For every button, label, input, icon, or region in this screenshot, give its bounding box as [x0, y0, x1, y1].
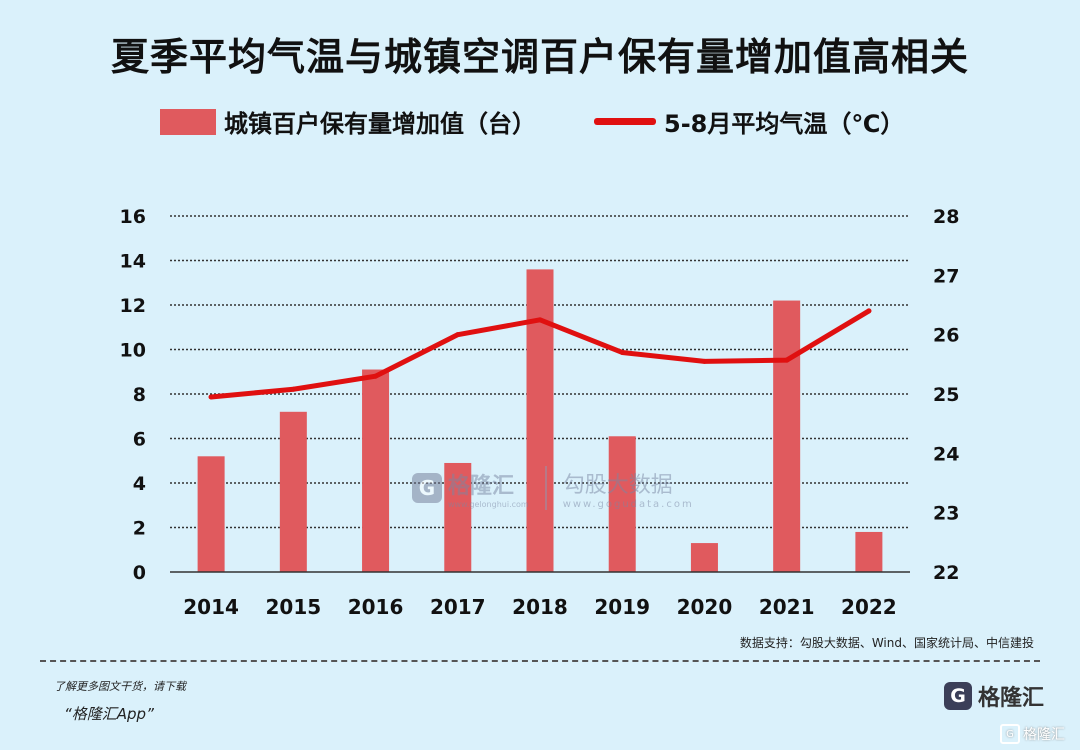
- legend-swatch-bar: [160, 108, 216, 135]
- watermark-logo-text: 格隆汇: [448, 473, 515, 499]
- page-title: 夏季平均气温与城镇空调百户保有量增加值高相关: [110, 35, 969, 79]
- watermark-separator: [544, 466, 547, 510]
- line-layer: [208, 308, 872, 400]
- legend-item-line: 5-8月平均气温（℃）: [594, 104, 904, 139]
- y-left-tick-label: 16: [120, 206, 146, 228]
- bar: [855, 531, 883, 572]
- brand-logo: G 格隆汇: [944, 680, 1044, 712]
- bar: [197, 456, 225, 572]
- y-right-tick-label: 25: [933, 384, 959, 406]
- line-point: [290, 386, 296, 392]
- y-left-tick-label: 8: [133, 384, 146, 406]
- y-left-tick-label: 10: [120, 340, 146, 362]
- watermark-bottom-icon: G: [1000, 724, 1020, 744]
- footer-app-name: “格隆汇App”: [64, 705, 154, 723]
- x-tick-label: 2021: [759, 595, 815, 619]
- chart-legend: 城镇百户保有量增加值（台） 5-8月平均气温（℃）: [0, 104, 1080, 148]
- bar: [608, 436, 636, 572]
- watermark-logo-url: www.gelonghui.com: [448, 499, 529, 509]
- footer-download-prompt: 了解更多图文干货，请下载: [54, 680, 186, 693]
- y-right-tick-label: 26: [933, 325, 959, 347]
- source-note: 数据支持：勾股大数据、Wind、国家统计局、中信建投: [739, 636, 1034, 650]
- y-right-tick-label: 27: [933, 265, 959, 287]
- footer-divider: [40, 660, 1040, 662]
- bar: [526, 269, 554, 572]
- y-right-tick-label: 28: [933, 206, 959, 228]
- x-tick-label: 2014: [183, 595, 239, 619]
- bar: [690, 543, 718, 572]
- y-left-tick-label: 12: [120, 295, 146, 317]
- y-right-tick-label: 23: [933, 503, 959, 525]
- watermark-center: G 格隆汇 www.gelonghui.com 勾股大数据 www.goguda…: [412, 466, 694, 510]
- line-point: [619, 349, 625, 355]
- watermark-bottom: G 格隆汇: [1000, 724, 1065, 744]
- line-point: [537, 317, 543, 323]
- line-point: [455, 332, 461, 338]
- x-tick-label: 2018: [512, 595, 568, 619]
- x-tick-label: 2022: [841, 595, 897, 619]
- y-left-tick-label: 0: [133, 562, 146, 584]
- watermark-bottom-text: 格隆汇: [1023, 727, 1065, 743]
- y-left-tick-label: 6: [133, 429, 146, 451]
- legend-label-line: 5-8月平均气温（℃）: [664, 110, 905, 138]
- bar: [362, 369, 390, 572]
- x-tick-label: 2016: [348, 595, 404, 619]
- x-tick-label: 2019: [594, 595, 650, 619]
- watermark-right-text: 勾股大数据: [562, 472, 673, 498]
- legend-swatch-line: [594, 118, 656, 125]
- y-right-tick-label: 22: [933, 562, 959, 584]
- x-tick-label: 2015: [265, 595, 321, 619]
- bar: [444, 462, 472, 572]
- line-point: [866, 308, 872, 314]
- x-tick-label: 2017: [430, 595, 486, 619]
- y-right-tick-label: 24: [933, 443, 959, 465]
- brand-logo-text: 格隆汇: [978, 686, 1045, 711]
- line-point: [373, 373, 379, 379]
- brand-logo-icon: G: [944, 682, 972, 710]
- bar: [773, 300, 801, 572]
- watermark-right-url: www.gogudata.com: [562, 498, 694, 510]
- y-left-tick-label: 2: [133, 518, 146, 540]
- legend-item-bars: 城镇百户保有量增加值（台）: [160, 104, 536, 139]
- y-left-tick-label: 14: [120, 251, 146, 273]
- line-point: [208, 394, 214, 400]
- watermark-logo-icon: G: [412, 473, 442, 503]
- legend-label-bars: 城镇百户保有量增加值（台）: [224, 110, 536, 138]
- bar-layer: [197, 269, 883, 572]
- bar: [279, 411, 307, 572]
- x-tick-label: 2020: [677, 595, 733, 619]
- y-left-tick-label: 4: [133, 473, 146, 495]
- line-point: [701, 358, 707, 364]
- line-point: [784, 357, 790, 363]
